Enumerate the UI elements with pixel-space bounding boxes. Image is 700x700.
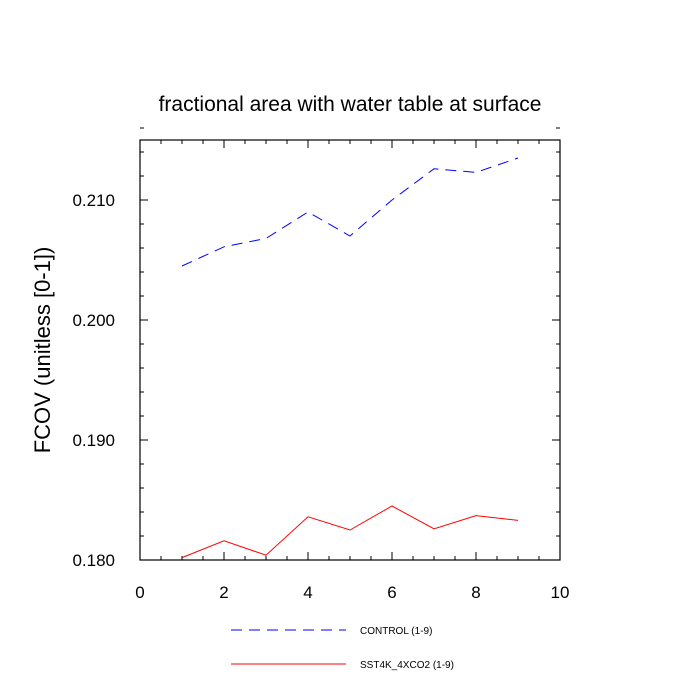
x-tick-label: 4 <box>303 583 312 602</box>
plot-frame <box>139 139 561 561</box>
y-tick-label: 0.190 <box>72 431 115 450</box>
y-tick-label: 0.180 <box>72 551 115 570</box>
x-tick-label: 6 <box>387 583 396 602</box>
y-axis-label: FCOV (unitless [0-1]) <box>30 247 55 454</box>
y-tick-label: 0.200 <box>72 311 115 330</box>
legend-label-2: SST4K_4XCO2 (1-9) <box>360 660 454 671</box>
plot-border <box>139 139 561 561</box>
legend: CONTROL (1-9) SST4K_4XCO2 (1-9) <box>231 626 454 671</box>
series-line-1 <box>181 157 519 267</box>
series-layer <box>181 157 519 559</box>
y-tick-label: 0.210 <box>72 191 115 210</box>
legend-label-1: CONTROL (1-9) <box>360 626 432 637</box>
axis-ticks: 0 2 4 6 8 10 0.180 0.190 0.200 0.210 <box>72 127 570 602</box>
x-tick-label: 8 <box>471 583 480 602</box>
series-line-2 <box>181 505 519 559</box>
chart-title: fractional area with water table at surf… <box>159 93 542 116</box>
x-tick-label: 0 <box>135 583 144 602</box>
x-tick-label: 10 <box>551 583 570 602</box>
x-tick-label: 2 <box>219 583 228 602</box>
